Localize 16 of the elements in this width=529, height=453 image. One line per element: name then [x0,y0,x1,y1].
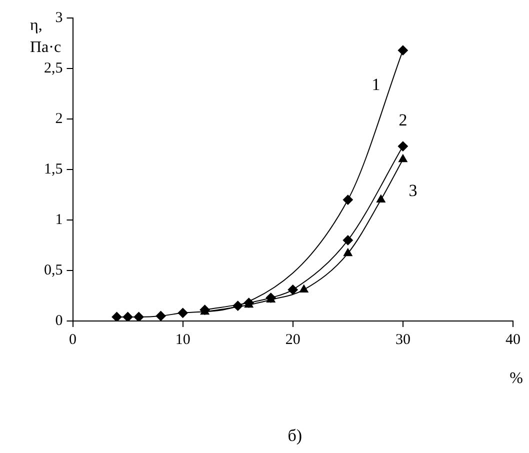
x-tick-label: 40 [506,332,520,348]
y-tick-label: 0 [55,312,63,329]
series-label: 2 [398,110,408,130]
x-tick-label: 10 [175,332,190,348]
x-tick-label: 0 [69,332,76,348]
x-axis-title: % [510,370,523,388]
series-label: 3 [408,180,418,200]
x-tick-label: 30 [395,332,410,348]
y-tick-label: 2 [55,110,63,127]
x-tick-label: 20 [285,332,300,348]
y-tick-label: 1,5 [44,161,63,178]
y-tick-label: 1 [55,212,63,228]
text: б) [288,426,302,445]
y-tick-label: 2,5 [44,60,63,76]
series-label: 1 [372,74,380,94]
y-tick-label: 0,5 [44,262,63,278]
